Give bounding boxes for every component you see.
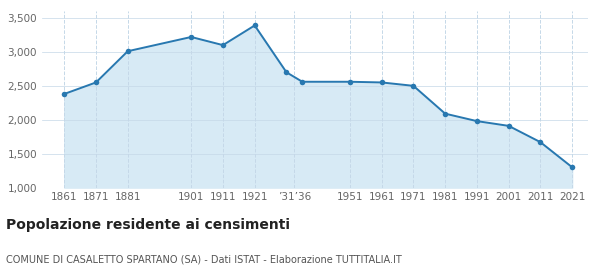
Point [409,84,418,88]
Text: Popolazione residente ai censimenti: Popolazione residente ai censimenti [6,218,290,232]
Point [250,23,259,28]
Point [472,119,482,123]
Point [298,80,307,84]
Point [59,92,69,96]
Text: COMUNE DI CASALETTO SPARTANO (SA) - Dati ISTAT - Elaborazione TUTTITALIA.IT: COMUNE DI CASALETTO SPARTANO (SA) - Dati… [6,255,402,265]
Point [568,165,577,169]
Point [345,80,355,84]
Point [187,35,196,39]
Point [440,111,450,116]
Point [536,140,545,144]
Point [504,124,514,128]
Point [218,43,228,47]
Point [377,80,386,85]
Point [123,49,133,53]
Point [281,70,291,74]
Point [91,80,101,85]
